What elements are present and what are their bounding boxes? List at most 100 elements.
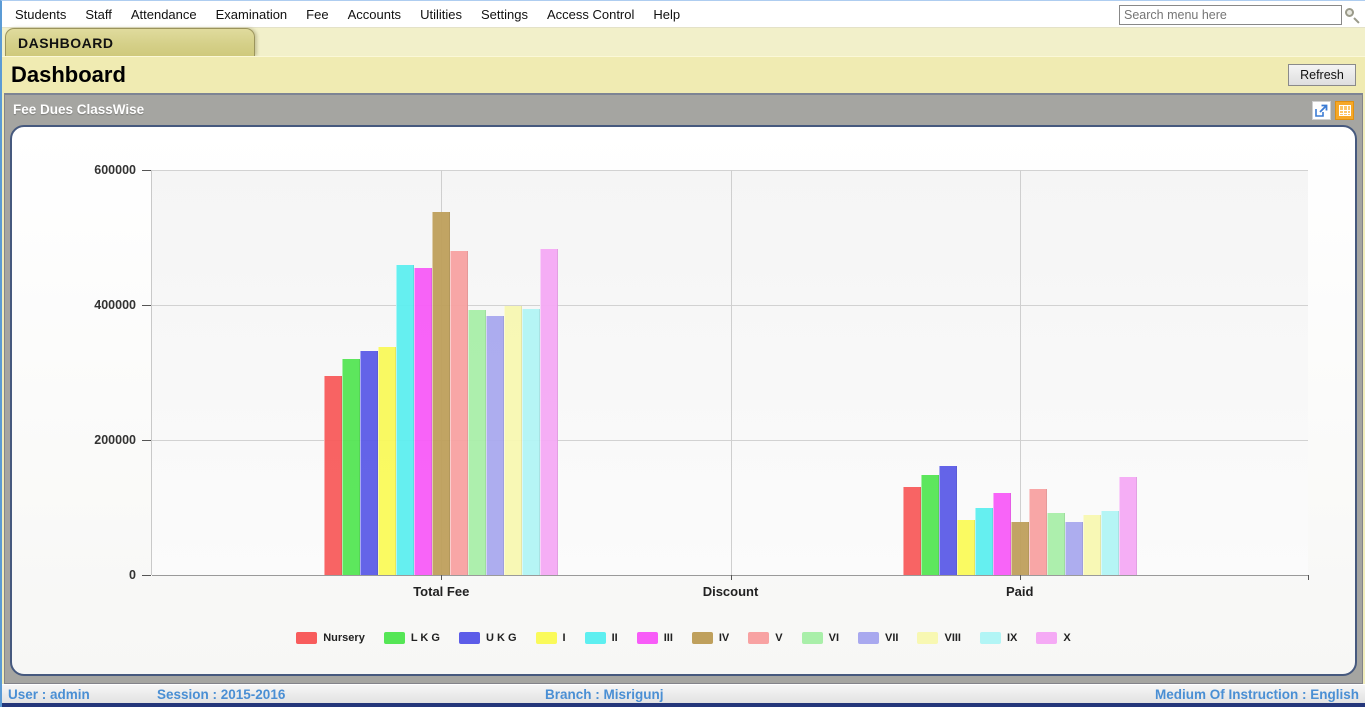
y-tick	[142, 305, 151, 306]
panel-title: Fee Dues ClassWise	[13, 102, 145, 117]
open-in-window-icon[interactable]	[1312, 101, 1331, 120]
y-tick	[142, 440, 151, 441]
bar-ii-total-fee[interactable]	[396, 264, 415, 575]
legend-label: V	[775, 632, 783, 644]
x-category-label: Discount	[702, 584, 759, 599]
bar-viii-paid[interactable]	[1082, 514, 1101, 575]
legend-swatch	[917, 632, 939, 644]
table-view-icon[interactable]	[1335, 101, 1354, 120]
menu-item-help[interactable]: Help	[653, 6, 681, 22]
y-gridline	[152, 440, 1308, 441]
x-category-label: Total Fee	[413, 584, 470, 599]
legend-item-nursery: Nursery	[296, 632, 365, 644]
x-tick	[1019, 575, 1021, 580]
legend-item-ii: II	[584, 632, 618, 644]
menu-item-accounts[interactable]: Accounts	[347, 6, 402, 22]
bar-vii-paid[interactable]	[1064, 522, 1083, 575]
bar-nursery-total-fee[interactable]	[324, 375, 343, 575]
legend-swatch	[535, 632, 557, 644]
legend-swatch	[801, 632, 823, 644]
legend-item-iii: III	[636, 632, 673, 644]
bar-lkg-paid[interactable]	[920, 475, 939, 575]
y-tick-label: 400000	[94, 298, 136, 312]
status-medium: Medium Of Instruction : English	[1155, 687, 1359, 702]
legend-label: L K G	[410, 632, 440, 644]
menu-item-examination[interactable]: Examination	[215, 6, 288, 22]
bar-ii-paid[interactable]	[974, 508, 993, 575]
y-tick	[142, 575, 151, 576]
legend-item-lkg: L K G	[383, 632, 440, 644]
status-session: Session : 2015-2016	[157, 687, 286, 702]
page-header: Dashboard Refresh	[2, 56, 1365, 93]
bar-x-paid[interactable]	[1118, 477, 1137, 575]
legend-swatch	[458, 632, 480, 644]
x-axis-end-tick	[1308, 575, 1309, 580]
legend-label: VII	[885, 632, 899, 644]
tab-dashboard[interactable]: DASHBOARD	[5, 28, 255, 56]
y-gridline	[152, 575, 1308, 576]
y-gridline	[152, 170, 1308, 171]
menu-item-utilities[interactable]: Utilities	[420, 6, 462, 22]
menu-item-access-control[interactable]: Access Control	[546, 6, 635, 22]
bar-iv-total-fee[interactable]	[432, 211, 451, 575]
tab-strip: DASHBOARD	[2, 28, 1365, 56]
bar-v-paid[interactable]	[1028, 488, 1047, 575]
legend-label: X	[1063, 632, 1071, 644]
bar-vii-total-fee[interactable]	[486, 316, 505, 575]
page-title: Dashboard	[11, 62, 126, 87]
bar-x-total-fee[interactable]	[540, 248, 559, 575]
chart-container: 0 200000 400000 600000 Total Fee Discount Paid…	[10, 125, 1357, 676]
bar-vi-paid[interactable]	[1046, 512, 1065, 575]
legend-label: VIII	[944, 632, 961, 644]
bar-i-paid[interactable]	[956, 520, 975, 575]
bar-iii-paid[interactable]	[992, 493, 1011, 575]
bar-ix-total-fee[interactable]	[522, 309, 541, 575]
search-input[interactable]	[1119, 5, 1342, 25]
legend-item-vii: VII	[858, 632, 898, 644]
status-bar: User : admin Session : 2015-2016 Branch …	[2, 684, 1365, 707]
bar-ukg-total-fee[interactable]	[360, 350, 379, 575]
menu-item-settings[interactable]: Settings	[480, 6, 528, 22]
refresh-button[interactable]: Refresh	[1288, 64, 1356, 86]
plot-area: 0 200000 400000 600000 Total Fee Discount Paid	[94, 163, 1309, 599]
legend-label: Nursery	[323, 632, 365, 644]
bar-nursery-paid[interactable]	[902, 487, 921, 575]
legend-label: IV	[718, 632, 730, 644]
bar-viii-total-fee[interactable]	[504, 306, 523, 575]
legend-item-x: X	[1036, 632, 1071, 644]
menu-item-attendance[interactable]: Attendance	[130, 6, 197, 22]
legend-item-ix: IX	[980, 632, 1017, 644]
status-branch: Branch : Misrigunj	[545, 687, 664, 702]
legend-label: I	[562, 632, 566, 644]
bar-ukg-paid[interactable]	[938, 466, 957, 575]
x-category-label: Paid	[1006, 584, 1034, 599]
search-icon[interactable]	[1343, 6, 1361, 24]
legend-item-vi: VI	[801, 632, 840, 644]
menu-item-fee[interactable]: Fee	[306, 6, 329, 22]
legend-swatch	[636, 632, 658, 644]
legend-label: II	[611, 632, 618, 644]
legend-swatch	[691, 632, 713, 644]
x-gridline	[1019, 170, 1021, 575]
bar-i-total-fee[interactable]	[378, 346, 397, 575]
status-user: User : admin	[8, 687, 90, 702]
legend-item-i: I	[535, 632, 566, 644]
legend-item-viii: VIII	[917, 632, 961, 644]
bar-lkg-total-fee[interactable]	[342, 359, 361, 575]
bar-iii-total-fee[interactable]	[414, 267, 433, 575]
legend-item-v: V	[748, 632, 783, 644]
legend-swatch	[296, 632, 318, 644]
legend-label: VI	[828, 632, 840, 644]
bar-vi-total-fee[interactable]	[468, 310, 487, 575]
menu-item-students[interactable]: Students	[15, 6, 67, 22]
x-tick	[730, 575, 732, 580]
bar-v-total-fee[interactable]	[450, 251, 469, 575]
y-gridline	[152, 305, 1308, 306]
x-tick	[441, 575, 443, 580]
bar-ix-paid[interactable]	[1100, 510, 1119, 575]
y-tick	[142, 170, 151, 171]
bar-iv-paid[interactable]	[1010, 522, 1029, 575]
menu-item-staff[interactable]: Staff	[85, 6, 112, 22]
legend-item-iv: IV	[691, 632, 730, 644]
